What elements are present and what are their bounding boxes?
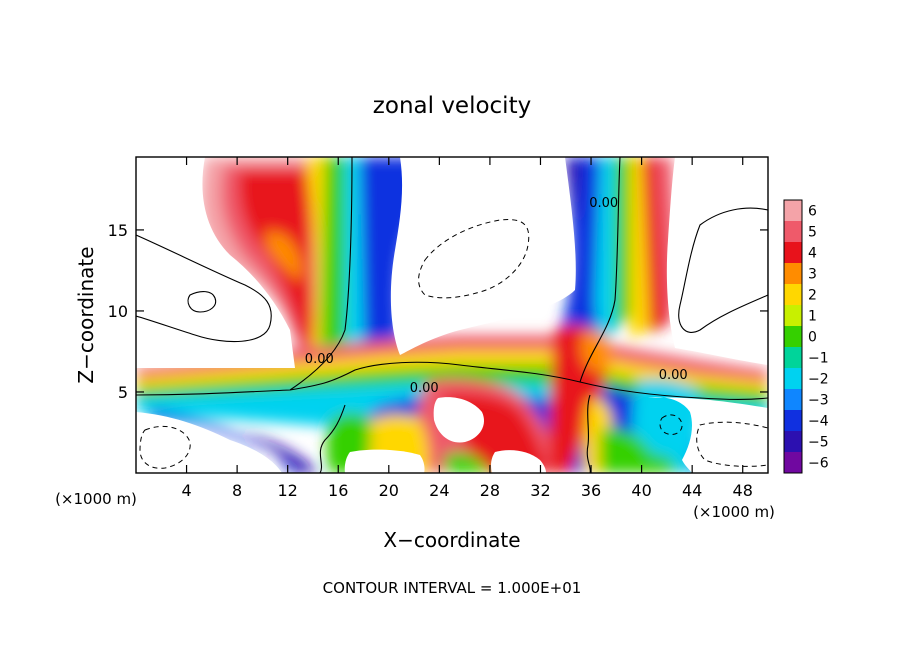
x-tick-label: 48: [733, 481, 753, 500]
colorbar-label: 1: [808, 309, 817, 325]
x-tick-label: 12: [278, 481, 298, 500]
colorbar-label: 3: [808, 267, 817, 283]
x-unit-label-left: (×1000 m): [55, 490, 137, 508]
colorbar-swatch: [784, 389, 802, 411]
x-unit-label-right: (×1000 m): [693, 503, 775, 521]
colorbar-swatch: [784, 305, 802, 327]
x-axis-ticks: 4 8 12 16 20 24 28 32 36 40 44 48: [181, 157, 753, 500]
velocity-field: 0.00 0.00 0.00 0.00: [136, 157, 768, 473]
chart-title: zonal velocity: [373, 93, 531, 119]
colorbar-label: 4: [808, 246, 817, 262]
colorbar-swatch: [784, 200, 802, 222]
y-axis-label: Z−coordinate: [74, 246, 98, 383]
plot-frame: [135, 156, 769, 474]
x-axis-label: X−coordinate: [383, 528, 520, 552]
colorbar-label: 6: [808, 204, 817, 220]
colorbar-swatch: [784, 242, 802, 264]
colorbar: 6 5 4 3 2 1 0 −1 −2 −3 −4 −5 −6: [783, 199, 829, 474]
x-tick-label: 40: [631, 481, 651, 500]
colorbar-swatch: [784, 347, 802, 369]
colorbar-label: −4: [808, 414, 829, 430]
contour-lines: [136, 157, 768, 473]
colorbar-label: −2: [808, 372, 829, 388]
colorbar-swatch: [784, 284, 802, 306]
y-tick-label: 10: [108, 302, 128, 321]
colorbar-swatch: [784, 326, 802, 348]
x-tick-label: 36: [581, 481, 601, 500]
colorbar-swatch: [784, 263, 802, 285]
y-tick-label: 5: [118, 383, 128, 402]
contour-label: 0.00: [305, 352, 334, 367]
colorbar-swatch: [784, 452, 802, 474]
x-tick-label: 20: [379, 481, 399, 500]
colorbar-swatch: [784, 410, 802, 432]
colorbar-swatch: [784, 431, 802, 453]
offscale-regions: [136, 157, 768, 473]
x-tick-label: 28: [480, 481, 500, 500]
x-tick-label: 24: [429, 481, 449, 500]
contour-lines-dashed: [139, 219, 768, 469]
x-tick-label: 16: [328, 481, 348, 500]
x-tick-label: 44: [682, 481, 702, 500]
colorbar-label: −1: [808, 351, 829, 367]
colorbar-swatch: [784, 221, 802, 243]
contour-label: 0.00: [659, 368, 688, 383]
colorbar-label: 0: [808, 330, 817, 346]
colorbar-label: 2: [808, 288, 817, 304]
contour-label: 0.00: [589, 196, 618, 211]
x-tick-label: 4: [181, 481, 191, 500]
contour-labels: 0.00 0.00 0.00 0.00: [305, 196, 688, 396]
colorbar-label: −3: [808, 393, 829, 409]
colorbar-label: −6: [808, 456, 829, 472]
y-tick-label: 15: [108, 221, 128, 240]
x-tick-label: 32: [530, 481, 550, 500]
y-axis-ticks: 5 10 15: [108, 221, 768, 402]
colorbar-swatch: [784, 368, 802, 390]
colorbar-frame: [783, 199, 803, 474]
contour-label: 0.00: [410, 381, 439, 396]
contour-interval-footer: CONTOUR INTERVAL = 1.000E+01: [323, 579, 582, 597]
colorbar-label: −5: [808, 435, 829, 451]
colorbar-label: 5: [808, 225, 817, 241]
x-tick-label: 8: [232, 481, 242, 500]
